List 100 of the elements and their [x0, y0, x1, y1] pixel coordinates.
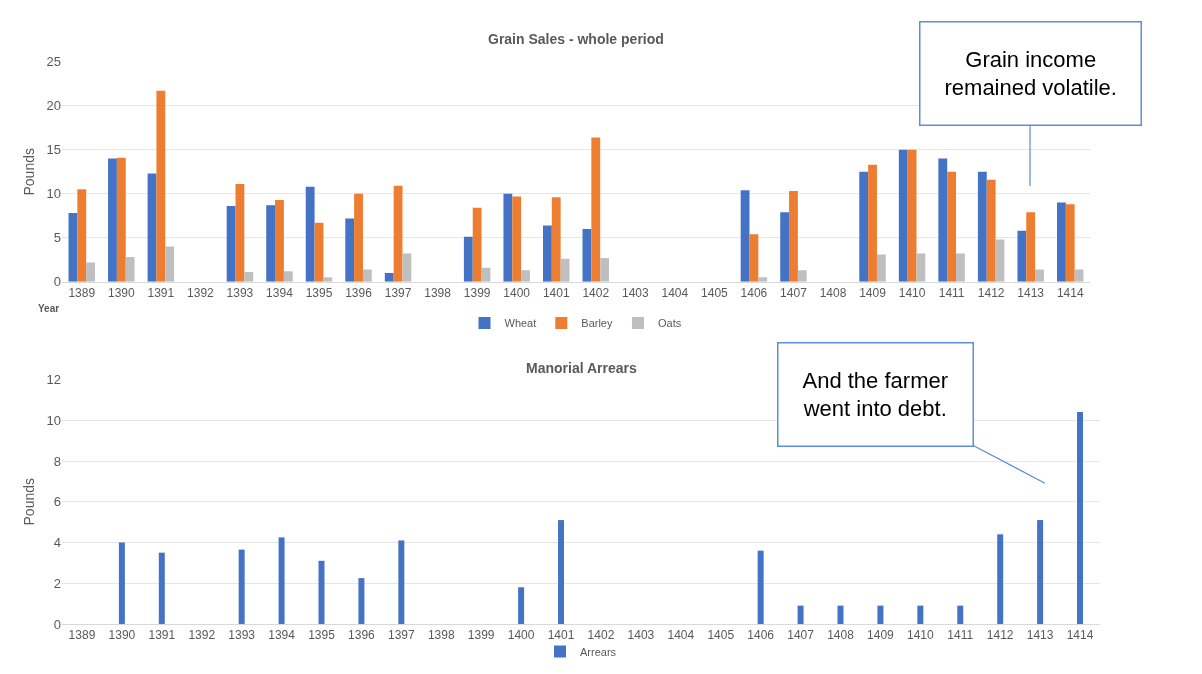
legend-label: Barley: [581, 317, 613, 330]
x-tick-label: 1398: [424, 286, 452, 301]
bar: [398, 540, 405, 624]
bar: [384, 272, 394, 282]
bar: [780, 212, 790, 282]
bar: [156, 90, 166, 282]
bar: [956, 253, 965, 282]
x-tick-label: 1391: [147, 286, 175, 301]
bar: [77, 189, 87, 282]
bar: [345, 218, 355, 282]
y-tick-label: 6: [53, 494, 61, 510]
x-tick-label: 1395: [308, 628, 336, 643]
bar: [898, 149, 908, 282]
bar: [797, 270, 807, 282]
y-tick-label: 4: [53, 535, 61, 551]
y-axis-title: Pounds: [21, 148, 38, 196]
annotation: Grain income remained volatile.: [944, 46, 1117, 101]
x-tick-label: 1403: [621, 286, 649, 301]
x-tick-label: 1390: [108, 628, 136, 643]
chart-title: Manorial Arrears: [526, 360, 637, 376]
bar: [877, 605, 884, 624]
bar: [876, 254, 886, 282]
x-tick-label: 1395: [305, 286, 333, 301]
x-tick-label: 1409: [859, 286, 887, 301]
bar: [1065, 204, 1075, 282]
bar: [947, 171, 957, 282]
x-tick-label: 1389: [68, 628, 96, 643]
x-tick-label: 1396: [345, 286, 373, 301]
bar: [244, 272, 254, 282]
bar: [859, 171, 869, 282]
bar: [158, 552, 165, 624]
x-tick-label: 1394: [266, 286, 294, 301]
y-tick-label: 2: [53, 575, 61, 591]
bar: [558, 520, 565, 624]
bar: [503, 193, 513, 282]
bar: [354, 193, 363, 282]
bar: [997, 534, 1004, 624]
x-tick-label: 1402: [587, 628, 615, 643]
x-tick-label: 1397: [384, 286, 412, 301]
x-tick-label: 1405: [707, 628, 735, 643]
x-tick-label: 1414: [1056, 286, 1084, 301]
bar: [1035, 269, 1044, 282]
x-tick-label: 1404: [661, 286, 689, 301]
x-tick-label: 1400: [503, 286, 531, 301]
bar: [789, 191, 798, 282]
y-axis-title: Pounds: [21, 478, 38, 526]
bar: [868, 164, 877, 282]
bar: [938, 158, 948, 282]
bar: [758, 277, 768, 282]
x-tick-label: 1402: [582, 286, 610, 301]
y-tick-label: 8: [53, 453, 61, 469]
bar: [986, 179, 996, 282]
x-tick-label: 1390: [107, 286, 135, 301]
x-tick-label: 1401: [547, 628, 575, 643]
x-tick-label: 1412: [986, 628, 1014, 643]
bar: [907, 149, 917, 282]
chart-title: Grain Sales - whole period: [488, 31, 664, 47]
x-tick-label: 1411: [938, 286, 965, 301]
y-tick-label: 10: [46, 186, 61, 202]
y-tick-label: 0: [53, 616, 61, 632]
x-tick-label: 1413: [1026, 628, 1054, 643]
x-tick-label: 1410: [898, 286, 926, 301]
y-tick-label: 0: [53, 274, 61, 290]
bar: [118, 542, 125, 624]
bar: [147, 173, 157, 282]
bar: [542, 225, 552, 282]
bar: [402, 253, 412, 282]
x-tick-label: 1404: [667, 628, 695, 643]
bar: [226, 206, 236, 282]
bar: [600, 257, 610, 282]
bar: [116, 157, 126, 282]
x-tick-label: 1394: [268, 628, 296, 643]
legend-label: Oats: [657, 317, 682, 330]
bar: [275, 199, 284, 282]
bar: [472, 207, 482, 282]
bar: [797, 605, 804, 624]
x-tick-label: 1401: [542, 286, 570, 301]
x-axis-title: Year: [38, 303, 60, 314]
x-tick-label: 1407: [780, 286, 808, 301]
x-tick-label: 1411: [947, 628, 974, 643]
bar: [463, 236, 473, 282]
bar: [1017, 230, 1027, 282]
bar: [238, 549, 245, 624]
x-tick-label: 1406: [740, 286, 768, 301]
x-tick-label: 1393: [228, 628, 256, 643]
bar: [757, 550, 764, 624]
y-tick-label: 15: [46, 142, 61, 158]
bar: [518, 587, 525, 624]
x-tick-label: 1400: [507, 628, 535, 643]
x-tick-label: 1399: [467, 628, 495, 643]
bar: [358, 578, 365, 624]
x-tick-label: 1406: [747, 628, 775, 643]
bar: [86, 262, 96, 282]
annotation: And the farmer went into debt.: [802, 367, 949, 422]
bar: [393, 185, 403, 282]
bar: [1077, 412, 1084, 624]
y-tick-label: 25: [46, 54, 61, 70]
legend-label: Wheat: [504, 317, 537, 330]
bar: [512, 196, 522, 282]
bar: [591, 137, 601, 282]
